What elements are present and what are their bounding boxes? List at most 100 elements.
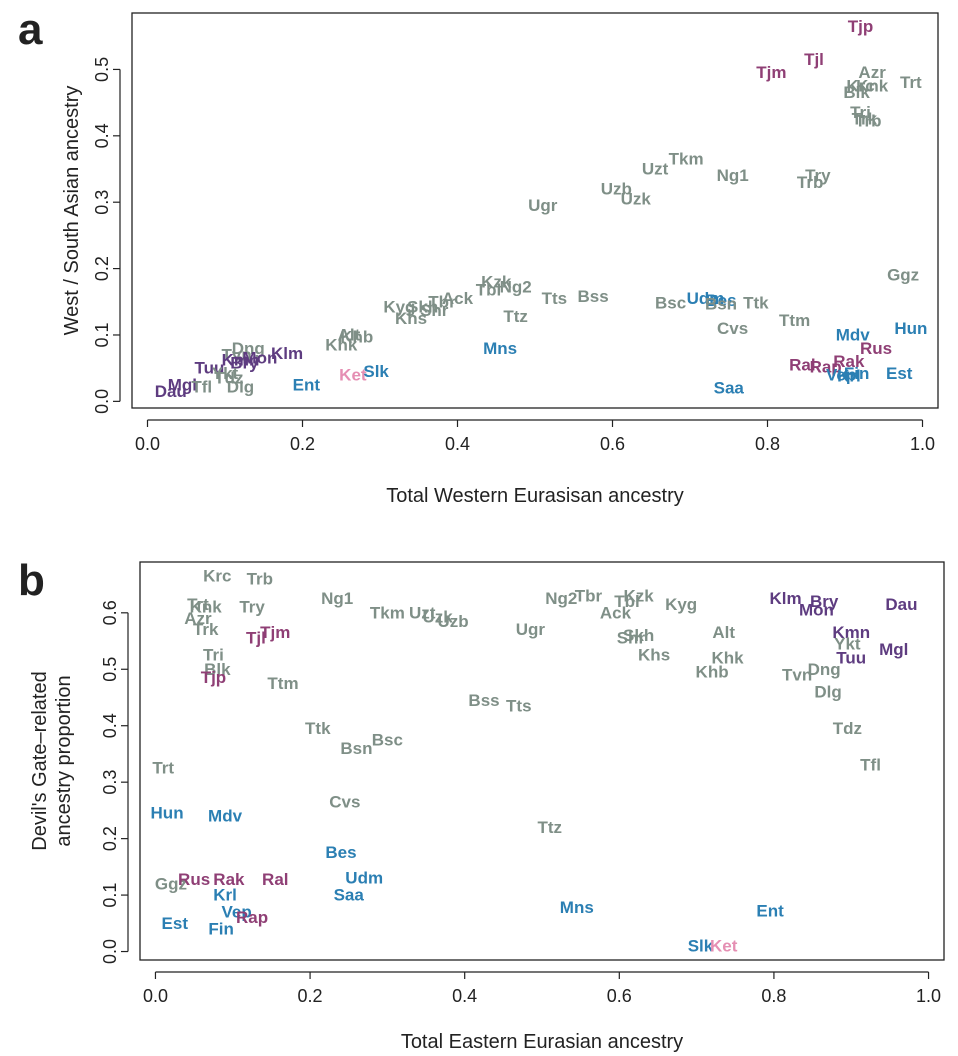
point-trt: Trt <box>900 73 922 92</box>
point-tri: Tri <box>850 103 871 122</box>
point-ket: Ket <box>710 936 738 955</box>
point-tkm: Tkm <box>669 150 704 169</box>
point-tkm: Tkm <box>370 603 405 622</box>
point-uzt: Uzt <box>409 603 436 622</box>
point-krc: Krc <box>203 567 231 586</box>
point-tjm: Tjm <box>756 63 786 82</box>
point-tri: Tri <box>203 646 224 665</box>
point-trk: Trk <box>193 620 219 639</box>
point-dng: Dng <box>232 339 265 358</box>
point-hun: Hun <box>894 319 927 338</box>
point-bry: Bry <box>230 353 259 372</box>
x-tick-label: 0.4 <box>445 434 470 454</box>
point-blk: Blk <box>843 83 870 102</box>
point-mdv: Mdv <box>836 325 871 344</box>
point-trk: Trk <box>852 110 878 129</box>
point-kmn: Kmn <box>832 623 870 642</box>
x-axis-title: Total Eastern Eurasian ancestry <box>401 1031 683 1053</box>
y-tick-label: 0.5 <box>100 657 120 682</box>
point-dau: Dau <box>155 382 187 401</box>
point-uzt: Uzt <box>642 160 669 179</box>
point-ng2: Ng2 <box>500 278 532 297</box>
point-slk: Slk <box>363 362 389 381</box>
point-rus: Rus <box>178 870 210 889</box>
point-ykt: Ykt <box>212 364 239 383</box>
point-uzk: Uzk <box>621 189 652 208</box>
point-tbl: Tbl <box>614 592 640 611</box>
point-trb: Trb <box>855 112 881 131</box>
y-tick-label: 0.3 <box>92 190 112 215</box>
point-khk: Khk <box>325 335 358 354</box>
point-ack: Ack <box>442 289 474 308</box>
point-ttm: Ttm <box>779 311 810 330</box>
point-udm: Udm <box>345 869 383 888</box>
point-dng: Dng <box>808 660 841 679</box>
point-uzb: Uzb <box>438 612 469 631</box>
point-mon: Mon <box>242 349 277 368</box>
plot-frame <box>139 561 945 961</box>
point-dlg: Dlg <box>227 377 254 396</box>
point-dau: Dau <box>885 595 917 614</box>
point-krl: Krl <box>837 367 861 386</box>
point-rap: Rap <box>236 908 268 927</box>
point-trb: Trb <box>247 569 273 588</box>
point-tfl: Tfl <box>191 377 212 396</box>
point-ng1: Ng1 <box>321 589 353 608</box>
point-ggz: Ggz <box>155 874 187 893</box>
point-tjp: Tjp <box>201 668 227 687</box>
y-tick-label: 0.4 <box>92 123 112 148</box>
point-ral: Ral <box>262 870 288 889</box>
x-tick-label: 0.0 <box>143 986 168 1006</box>
point-mdv: Mdv <box>208 807 243 826</box>
point-ugr: Ugr <box>528 196 558 215</box>
point-tjp: Tjp <box>848 17 874 36</box>
point-kyg: Kyg <box>665 595 697 614</box>
panel-letter: a <box>18 5 43 54</box>
point-tfl: Tfl <box>860 756 881 775</box>
y-tick-label: 0.4 <box>100 713 120 738</box>
point-trt: Trt <box>187 595 209 614</box>
point-kzk: Kzk <box>624 586 655 605</box>
point-ttk: Ttk <box>305 719 331 738</box>
x-tick-label: 0.2 <box>298 986 323 1006</box>
x-tick-label: 1.0 <box>910 434 935 454</box>
point-tbl: Tbl <box>476 280 502 299</box>
x-tick-label: 1.0 <box>916 986 941 1006</box>
point-khs: Khs <box>638 646 670 665</box>
point-tuu: Tuu <box>195 359 225 378</box>
point-blk: Blk <box>204 660 231 679</box>
point-ent: Ent <box>756 901 784 920</box>
point-ent: Ent <box>293 375 321 394</box>
point-ack: Ack <box>600 603 632 622</box>
point-bss: Bss <box>578 287 609 306</box>
x-axis-title: Total Western Eurasisan ancestry <box>386 485 684 507</box>
point-ykt: Ykt <box>834 634 861 653</box>
point-tdz: Tdz <box>833 719 862 738</box>
point-est: Est <box>886 364 913 383</box>
point-mon: Mon <box>799 600 834 619</box>
point-tts: Tts <box>506 696 532 715</box>
point-klm: Klm <box>271 344 303 363</box>
point-rap: Rap <box>810 357 842 376</box>
point-knk: Knk <box>190 598 223 617</box>
point-rus: Rus <box>860 339 892 358</box>
y-tick-label: 0.0 <box>100 939 120 964</box>
x-tick-label: 0.6 <box>600 434 625 454</box>
point-cvs: Cvs <box>717 319 748 338</box>
point-tvn: Tvn <box>782 665 812 684</box>
y-tick-label: 0.2 <box>100 826 120 851</box>
point-bss: Bss <box>468 691 499 710</box>
panel-a: a 0.0 0.2 0.4 0.6 0.8 1.0 0.0 0.1 0.2 0.3 0.4 0.5 Tot… <box>18 5 939 507</box>
panel-letter: b <box>18 556 45 605</box>
point-tjm: Tjm <box>260 623 290 642</box>
point-khs: Khs <box>395 309 427 328</box>
y-tick-label: 0.0 <box>92 389 112 414</box>
point-try: Try <box>805 166 831 185</box>
point-mns: Mns <box>560 898 594 917</box>
point-klm: Klm <box>769 589 801 608</box>
plot-frame <box>131 12 939 409</box>
point-ttz: Ttz <box>537 818 562 837</box>
y-tick-label: 0.1 <box>100 883 120 908</box>
point-skh: Skh <box>407 298 438 317</box>
